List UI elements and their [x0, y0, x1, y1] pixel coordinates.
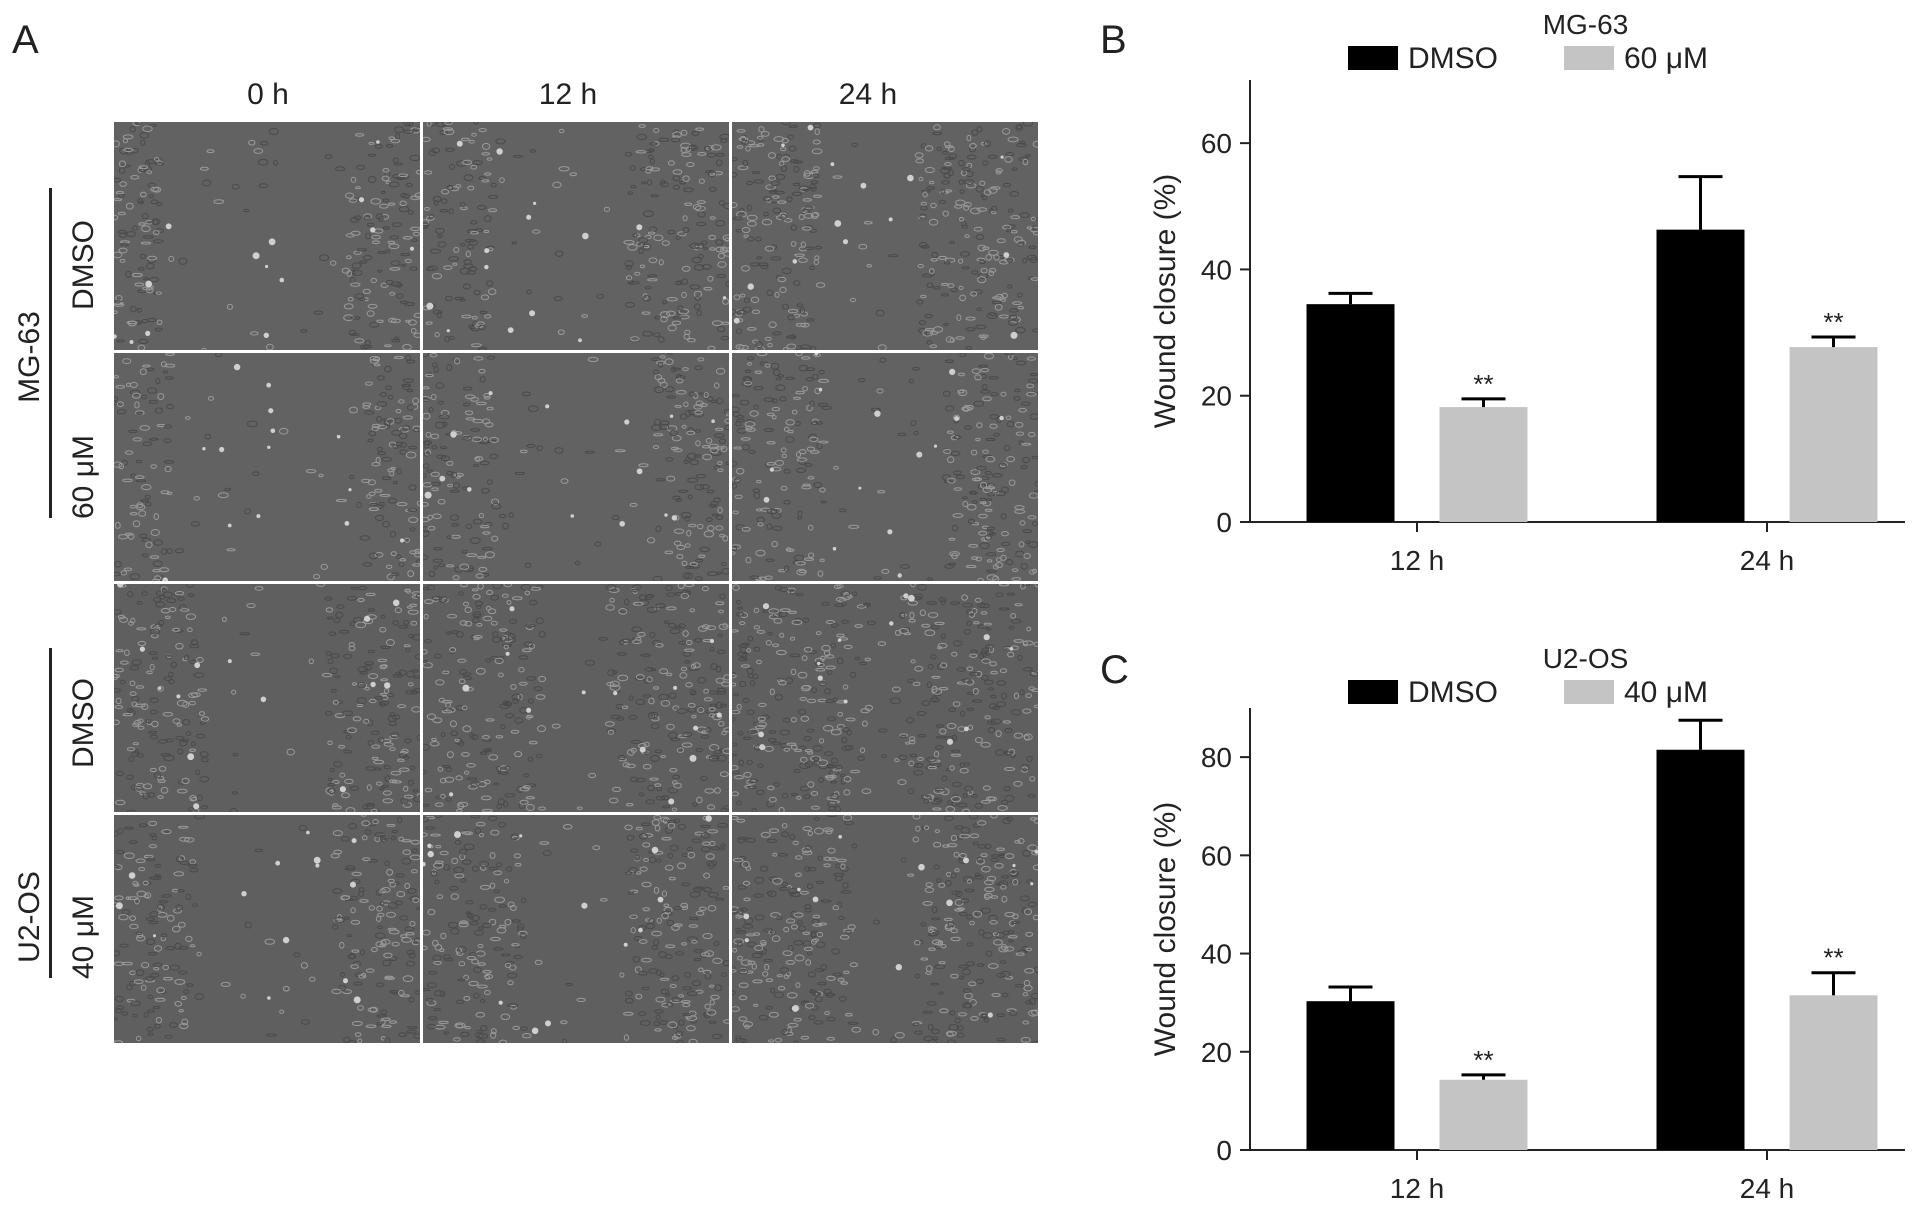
- micrograph-u2os-dmso-24h: [732, 584, 1038, 812]
- micrograph-mg63-treated-12h: [423, 353, 729, 581]
- bar-dmso-1: [1656, 749, 1745, 1150]
- bar-dmso-0: [1306, 304, 1395, 522]
- y-tick-label: 40: [1201, 939, 1232, 970]
- bar-treated-0: [1439, 407, 1528, 522]
- micrograph-mg63-dmso-24h: [732, 122, 1038, 350]
- micrograph-u2os-dmso-12h: [423, 584, 729, 812]
- y-tick-label: 40: [1201, 254, 1232, 285]
- column-label-12h: 12 h: [538, 78, 598, 111]
- group-bracket-u2os: [49, 648, 52, 978]
- bar-dmso-0: [1306, 1001, 1395, 1150]
- micrograph-u2os-treated-12h: [423, 815, 729, 1043]
- y-axis-label: Wound closure (%): [1149, 802, 1182, 1057]
- x-tick-label: 12 h: [1390, 1173, 1445, 1204]
- x-tick-label: 24 h: [1740, 545, 1795, 576]
- x-tick-label: 12 h: [1390, 545, 1445, 576]
- significance-label: **: [1823, 943, 1843, 973]
- panel-a-letter: A: [12, 18, 39, 62]
- group-label-mg63: MG-63: [13, 311, 46, 403]
- y-axis-label: Wound closure (%): [1149, 174, 1182, 429]
- y-tick-label: 60: [1201, 840, 1232, 871]
- legend-swatch-treated: [1564, 680, 1614, 704]
- bar-treated-1: [1789, 347, 1878, 522]
- legend-label-treated: 60 μM: [1624, 42, 1708, 75]
- chart-mg63: MG-63 DMSO 60 μM 0 20 40 60 Wound closure (%) 12…: [1149, 9, 1905, 576]
- significance-label: **: [1473, 369, 1493, 399]
- y-tick-label: 0: [1216, 507, 1232, 538]
- significance-label: **: [1823, 307, 1843, 337]
- y-tick-label: 0: [1216, 1135, 1232, 1166]
- micrograph-mg63-dmso-12h: [423, 122, 729, 350]
- panel-c-letter: C: [1100, 648, 1129, 692]
- column-label-24h: 24 h: [838, 78, 898, 111]
- micrograph-mg63-treated-24h: [732, 353, 1038, 581]
- legend-label-treated: 40 μM: [1624, 676, 1708, 709]
- row-label-u2os-dmso: DMSO: [67, 678, 100, 768]
- column-label-0h: 0 h: [247, 78, 289, 111]
- micrograph-mg63-treated-0h: [114, 353, 420, 581]
- x-tick-label: 24 h: [1740, 1173, 1795, 1204]
- row-label-u2os-treated: 40 μM: [67, 895, 100, 979]
- row-label-mg63-dmso: DMSO: [67, 220, 100, 310]
- y-tick-label: 20: [1201, 1037, 1232, 1068]
- bar-dmso-1: [1656, 229, 1745, 523]
- micrograph-u2os-dmso-0h: [114, 584, 420, 812]
- legend-swatch-dmso: [1348, 46, 1398, 70]
- legend-label-dmso: DMSO: [1408, 42, 1498, 75]
- group-bracket-mg63: [49, 188, 52, 518]
- significance-label: **: [1473, 1045, 1493, 1075]
- micrograph-u2os-treated-0h: [114, 815, 420, 1043]
- row-label-mg63-treated: 60 μM: [67, 435, 100, 519]
- micrograph-mg63-dmso-0h: [114, 122, 420, 350]
- legend-swatch-treated: [1564, 46, 1614, 70]
- panel-b-letter: B: [1100, 18, 1127, 62]
- group-label-u2os: U2-OS: [13, 871, 46, 963]
- chart-title: U2-OS: [1543, 643, 1629, 674]
- chart-title: MG-63: [1543, 9, 1629, 40]
- y-tick-label: 60: [1201, 128, 1232, 159]
- y-tick-label: 20: [1201, 381, 1232, 412]
- y-tick-label: 80: [1201, 742, 1232, 773]
- legend-label-dmso: DMSO: [1408, 676, 1498, 709]
- legend-swatch-dmso: [1348, 680, 1398, 704]
- chart-u2os: U2-OS DMSO 40 μM 0 20 40 60 80 Wound closure (%)…: [1149, 643, 1905, 1204]
- bar-treated-1: [1789, 995, 1878, 1150]
- micrograph-u2os-treated-24h: [732, 815, 1038, 1043]
- micrograph-grid: [114, 122, 1038, 1046]
- bar-treated-0: [1439, 1079, 1528, 1150]
